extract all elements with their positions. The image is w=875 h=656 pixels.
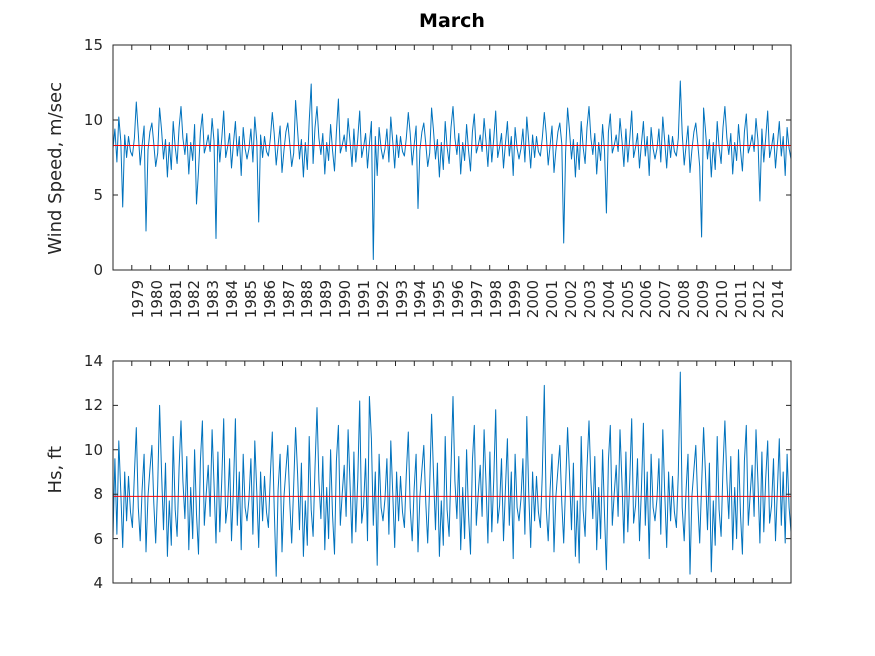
x-tick-label: 1989 (317, 280, 336, 319)
x-tick-label: 2001 (543, 280, 562, 319)
x-tick-label: 2010 (712, 280, 731, 319)
wind-y-tick-label: 5 (93, 186, 103, 204)
x-tick-label: 2004 (599, 280, 618, 319)
x-tick-label: 2008 (675, 280, 693, 319)
wind-speed-axis-label: Wind Speed, m/sec (45, 82, 66, 255)
x-tick-label: 2005 (618, 280, 637, 319)
hs-y-tick-label: 4 (93, 574, 103, 592)
hs-axis-ticks (113, 360, 791, 584)
hs-y-tick-label: 6 (93, 529, 103, 548)
x-tick-label: 1980 (147, 280, 166, 319)
x-tick-label: 1979 (128, 280, 147, 319)
x-tick-label: 2009 (693, 280, 712, 319)
wind-series-line (112, 80, 792, 260)
x-tick-label: 2000 (524, 280, 543, 319)
x-tick-label: 1981 (166, 280, 185, 319)
hs-y-tick-label: 14 (83, 352, 103, 370)
x-tick-label: 1986 (260, 280, 279, 319)
x-tick-label: 1983 (204, 280, 223, 319)
hs-plot-box (112, 360, 792, 584)
plot-title: March (419, 10, 485, 32)
x-tick-label: 1994 (411, 280, 430, 319)
hs-y-tick-label: 8 (93, 485, 103, 504)
hs-y-tick-label: 12 (83, 396, 103, 415)
x-tick-label: 1991 (354, 280, 373, 319)
x-tick-label: 2003 (580, 280, 599, 319)
x-tick-label: 2006 (637, 280, 656, 319)
x-tick-label: 1987 (279, 280, 298, 319)
wind-y-tick-label: 0 (93, 261, 103, 279)
x-tick-label: 1999 (505, 280, 524, 319)
hs-series-line (112, 371, 792, 577)
x-tick-label: 1992 (373, 280, 392, 319)
x-tick-label: 1998 (486, 280, 505, 319)
x-tick-label: 1985 (241, 280, 260, 319)
x-tick-label: 2012 (750, 280, 769, 319)
x-tick-label: 2007 (656, 280, 675, 319)
x-tick-label: 2002 (562, 280, 580, 319)
wind-plot-box (112, 44, 792, 271)
wind-y-tick-label: 10 (83, 111, 103, 129)
hs-y-tick-label: 10 (83, 440, 103, 459)
x-tick-label: 1997 (467, 280, 486, 319)
x-tick-label: 1996 (449, 280, 467, 319)
wind-axis-ticks (113, 44, 791, 271)
x-tick-label: 1995 (430, 280, 449, 319)
x-tick-label: 1990 (336, 280, 354, 319)
x-tick-label: 1988 (298, 280, 317, 319)
x-tick-label: 1984 (223, 280, 241, 319)
x-tick-label: 2014 (769, 280, 788, 319)
x-tick-label: 1993 (392, 280, 411, 319)
x-tick-label: 2011 (731, 280, 750, 319)
x-tick-label: 1982 (185, 280, 204, 319)
wind-y-tick-label: 15 (83, 36, 103, 54)
